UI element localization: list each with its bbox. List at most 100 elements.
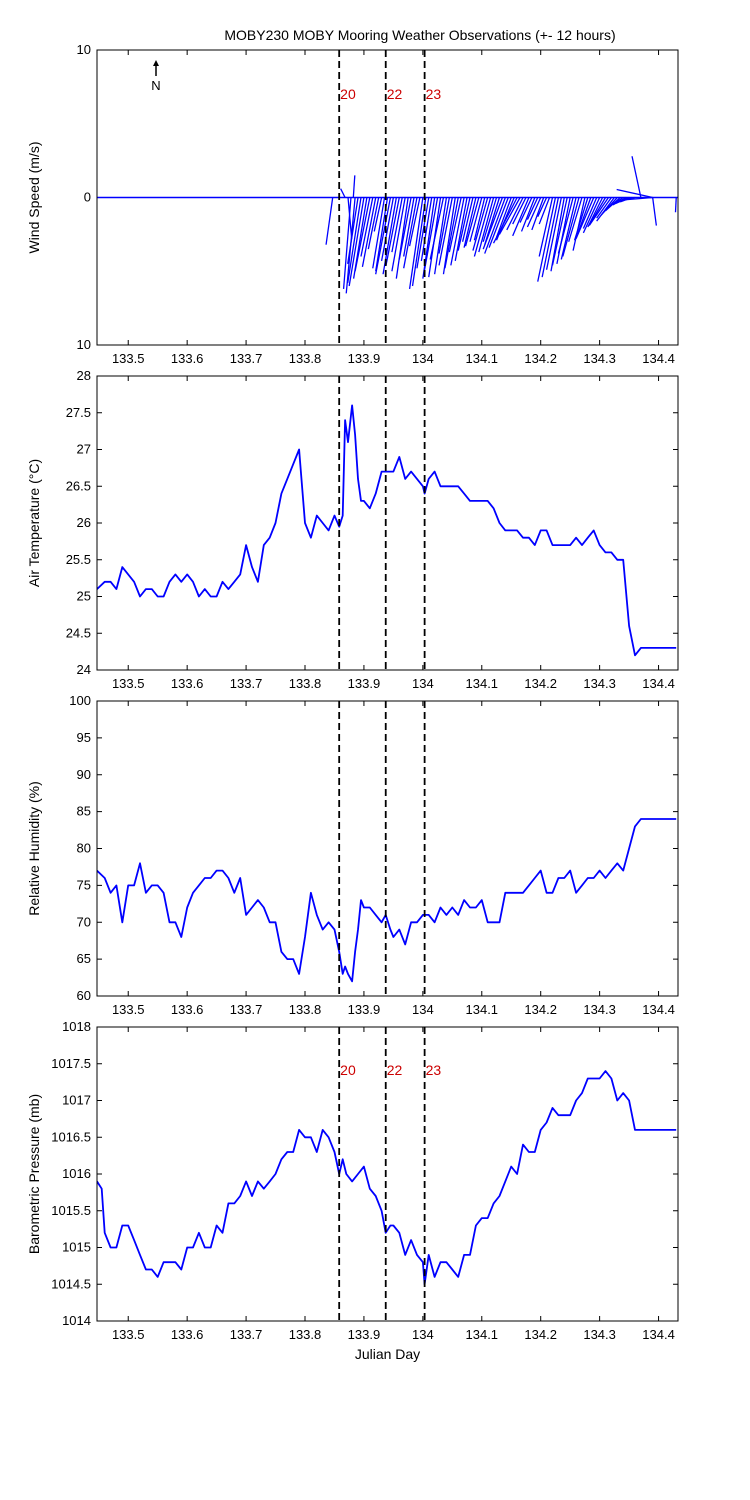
wind-vector — [461, 197, 474, 242]
y-axis-label: Barometric Pressure (mb) — [26, 1094, 42, 1254]
y-tick-label: 1016 — [62, 1166, 91, 1181]
x-tick-label: 134.1 — [466, 351, 499, 366]
x-tick-label: 133.7 — [230, 1002, 263, 1017]
y-tick-label: 26 — [77, 515, 91, 530]
wind-vector — [484, 197, 506, 254]
marker-label: 22 — [387, 86, 403, 102]
x-tick-label: 133.8 — [289, 1327, 322, 1342]
y-tick-label: 80 — [77, 841, 91, 856]
x-tick-label: 133.8 — [289, 351, 322, 366]
x-tick-label: 134 — [412, 1002, 434, 1017]
x-tick-label: 133.7 — [230, 1327, 263, 1342]
x-tick-label: 134.1 — [466, 676, 499, 691]
wind-vector — [352, 175, 356, 198]
wind-vector — [469, 197, 483, 242]
wind-vector — [403, 197, 415, 257]
y-axis-label: Wind Speed (m/s) — [26, 141, 42, 253]
panel-3: 133.5 133.6 133.7 133.8 133.9 134 134.1 134.2 13… — [26, 693, 679, 1017]
wind-vector — [373, 197, 383, 232]
wind-vector — [587, 197, 604, 228]
y-tick-label: 1017.5 — [51, 1056, 91, 1071]
wind-vector — [473, 197, 492, 257]
y-tick-label: 1015.5 — [51, 1203, 91, 1218]
x-tick-label: 133.6 — [171, 1327, 204, 1342]
wind-vector — [557, 197, 574, 254]
wind-vector — [537, 197, 548, 217]
panel-2: 133.5 133.6 133.7 133.8 133.9 134 134.1 134.2 13… — [26, 368, 679, 691]
y-tick-label: 75 — [77, 877, 91, 892]
wind-vector — [562, 197, 580, 257]
wind-vector — [372, 197, 386, 269]
y-tick-label: 100 — [69, 693, 91, 708]
x-tick-label: 133.6 — [171, 676, 204, 691]
y-tick-label: 1018 — [62, 1019, 91, 1034]
x-tick-label: 133.5 — [112, 1327, 145, 1342]
y-tick-label: 95 — [77, 730, 91, 745]
x-tick-label: 134 — [412, 351, 434, 366]
x-tick-label: 133.5 — [112, 351, 145, 366]
x-tick-label: 133.8 — [289, 676, 322, 691]
x-tick-label: 134.2 — [524, 1327, 557, 1342]
y-tick-label: 1017 — [62, 1093, 91, 1108]
y-tick-label: 60 — [77, 988, 91, 1003]
wind-vector — [472, 197, 489, 251]
wind-vector — [590, 197, 607, 223]
x-tick-label: 134.3 — [583, 676, 616, 691]
axes-box — [96, 1026, 679, 1322]
wind-vector — [444, 197, 459, 269]
wind-arrowhead — [616, 188, 653, 202]
y-tick-label: 27.5 — [66, 405, 91, 420]
panel-1: 133.5 133.6 133.7 133.8 133.9 134 134.1 134.2 13… — [26, 42, 679, 366]
wind-vector — [380, 197, 395, 262]
x-tick-label: 134.4 — [642, 351, 675, 366]
wind-vector — [360, 197, 374, 257]
x-tick-label: 134.2 — [524, 351, 557, 366]
wind-vector — [342, 197, 352, 290]
north-arrowhead-icon — [153, 60, 159, 66]
x-tick-label: 133.8 — [289, 1002, 322, 1017]
wind-vector — [464, 197, 480, 247]
wind-vector — [596, 197, 612, 219]
panel-4: 133.5 133.6 133.7 133.8 133.9 134 134.1 134.2 13… — [26, 1019, 679, 1362]
x-tick-label: 133.7 — [230, 676, 263, 691]
wind-vector — [606, 196, 624, 209]
y-tick-label: 1014 — [62, 1313, 91, 1328]
wind-vector — [582, 197, 601, 234]
figure-title: MOBY230 MOBY Mooring Weather Observation… — [224, 27, 615, 43]
y-tick-label: 24.5 — [66, 625, 91, 640]
plot-area — [97, 156, 678, 294]
wind-vector — [348, 197, 365, 287]
wind-vector — [433, 197, 448, 275]
x-tick-label: 134.1 — [466, 1002, 499, 1017]
wind-vector — [478, 197, 495, 253]
wind-vector — [582, 197, 598, 229]
y-tick-label: 24 — [77, 662, 91, 677]
marker-label: 20 — [340, 1062, 356, 1078]
marker-label: 23 — [426, 86, 442, 102]
wind-vector — [347, 197, 362, 284]
y-tick-label: 65 — [77, 951, 91, 966]
wind-vector — [375, 197, 392, 275]
x-tick-label: 134.4 — [642, 676, 675, 691]
wind-vector — [408, 197, 424, 290]
wind-vector — [450, 197, 465, 266]
x-tick-label: 134.3 — [583, 1002, 616, 1017]
wind-vector — [545, 197, 562, 270]
wind-vector — [506, 197, 524, 231]
wind-vector — [391, 197, 403, 253]
series-line — [97, 404, 677, 657]
series-line — [97, 1070, 677, 1286]
y-tick-label: 25 — [77, 589, 91, 604]
y-tick-label: 0 — [84, 190, 91, 205]
series-line — [97, 818, 677, 983]
x-tick-label: 134.3 — [583, 1327, 616, 1342]
x-tick-label: 133.9 — [348, 1327, 381, 1342]
wind-vector — [354, 197, 371, 272]
wind-vector — [340, 188, 346, 198]
wind-vector — [492, 197, 518, 244]
wind-vector — [560, 197, 577, 260]
wind-vector — [361, 197, 377, 267]
x-tick-label: 133.7 — [230, 351, 263, 366]
marker-label: 22 — [387, 1062, 403, 1078]
